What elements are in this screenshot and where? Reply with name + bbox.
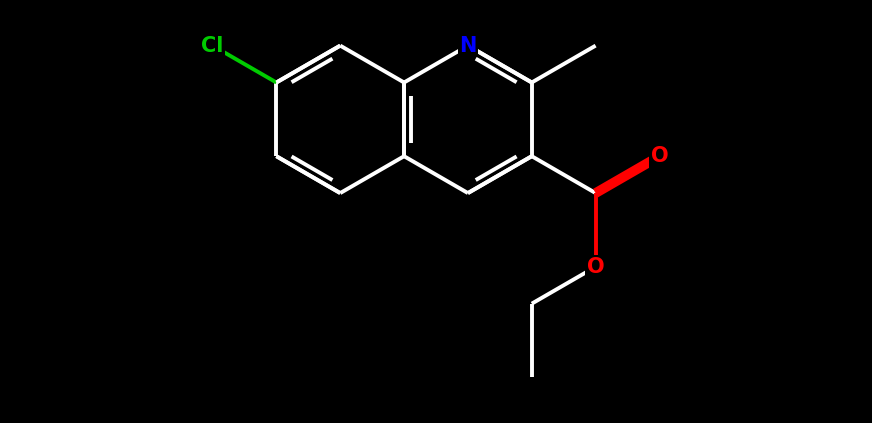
Text: Cl: Cl [201,36,224,55]
Text: O: O [651,146,668,166]
Text: N: N [460,36,477,55]
Text: O: O [587,257,604,277]
